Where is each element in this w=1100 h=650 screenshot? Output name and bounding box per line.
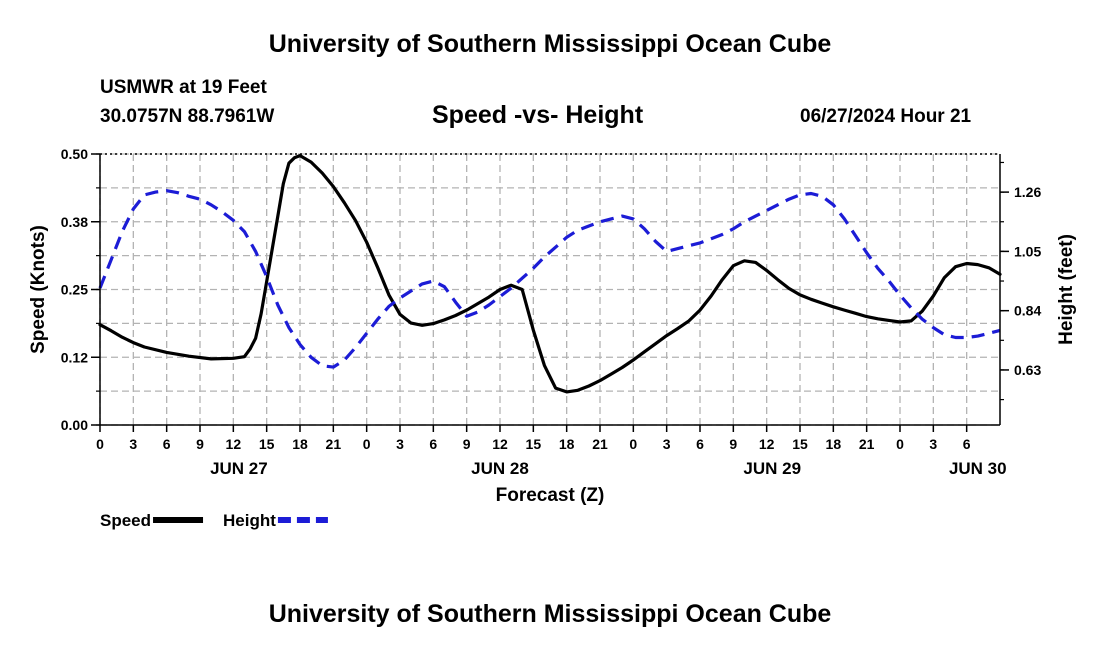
day-label: JUN 30 bbox=[949, 459, 1007, 478]
page-title-bottom: University of Southern Mississippi Ocean… bbox=[268, 600, 832, 628]
x-tick-label: 0 bbox=[629, 436, 637, 452]
y-tick-label: 0.25 bbox=[61, 282, 88, 298]
labels-layer: 0.00 0.12 0.25 0.38 0.50 0.63 0.84 1.05 1.26 0 3 6 9… bbox=[28, 146, 1077, 506]
x-tick-label: 6 bbox=[696, 436, 704, 452]
y2-tick-label: 0.63 bbox=[1014, 362, 1041, 378]
axes-layer bbox=[91, 153, 1009, 432]
y2-tick-label: 0.84 bbox=[1014, 303, 1041, 319]
x-tick-label: 3 bbox=[396, 436, 404, 452]
legend-layer: Speed Height bbox=[100, 511, 328, 530]
station-name: USMWR at 19 Feet bbox=[100, 77, 267, 98]
x-tick-label: 9 bbox=[463, 436, 471, 452]
x-tick-label: 0 bbox=[896, 436, 904, 452]
y-tick-label: 0.38 bbox=[61, 214, 88, 230]
x-tick-label: 21 bbox=[592, 436, 608, 452]
y2-tick-label: 1.05 bbox=[1014, 243, 1041, 259]
legend-label-speed: Speed bbox=[100, 511, 151, 530]
x-tick-label: 12 bbox=[759, 436, 775, 452]
x-tick-label: 18 bbox=[292, 436, 308, 452]
day-label: JUN 28 bbox=[471, 459, 529, 478]
x-tick-label: 3 bbox=[663, 436, 671, 452]
x-tick-label: 12 bbox=[226, 436, 242, 452]
x-tick-label: 6 bbox=[963, 436, 971, 452]
chart-subtitle: Speed -vs- Height bbox=[432, 101, 644, 129]
page-title: University of Southern Mississippi Ocean… bbox=[268, 30, 832, 58]
x-tick-label: 18 bbox=[826, 436, 842, 452]
y2-axis-title: Height (feet) bbox=[1056, 234, 1077, 345]
y-axis-title: Speed (Knots) bbox=[28, 225, 49, 354]
station-coordinates: 30.0757N 88.7961W bbox=[100, 106, 275, 127]
x-axis-title: Forecast (Z) bbox=[496, 485, 605, 506]
x-tick-label: 0 bbox=[363, 436, 371, 452]
day-label: JUN 29 bbox=[743, 459, 801, 478]
series-line-speed bbox=[98, 154, 1002, 394]
legend-label-height: Height bbox=[223, 511, 276, 530]
x-tick-label: 3 bbox=[929, 436, 937, 452]
x-tick-label: 6 bbox=[163, 436, 171, 452]
x-tick-label: 9 bbox=[196, 436, 204, 452]
series-layer bbox=[98, 154, 1002, 394]
x-tick-label: 12 bbox=[492, 436, 508, 452]
day-label: JUN 27 bbox=[210, 459, 268, 478]
x-tick-label: 0 bbox=[96, 436, 104, 452]
y-tick-label: 0.00 bbox=[61, 417, 88, 433]
grid-layer bbox=[99, 153, 1000, 426]
x-tick-label: 15 bbox=[792, 436, 808, 452]
x-tick-label: 9 bbox=[729, 436, 737, 452]
forecast-datetime: 06/27/2024 Hour 21 bbox=[800, 106, 972, 127]
series-line-height bbox=[98, 189, 1001, 369]
x-tick-label: 18 bbox=[559, 436, 575, 452]
x-tick-label: 3 bbox=[129, 436, 137, 452]
x-tick-label: 6 bbox=[429, 436, 437, 452]
x-tick-label: 15 bbox=[526, 436, 542, 452]
y-tick-label: 0.12 bbox=[61, 349, 88, 365]
x-tick-label: 21 bbox=[326, 436, 342, 452]
y-tick-label: 0.50 bbox=[61, 146, 88, 162]
x-tick-label: 15 bbox=[259, 436, 275, 452]
y2-tick-label: 1.26 bbox=[1014, 184, 1041, 200]
x-tick-label: 21 bbox=[859, 436, 875, 452]
